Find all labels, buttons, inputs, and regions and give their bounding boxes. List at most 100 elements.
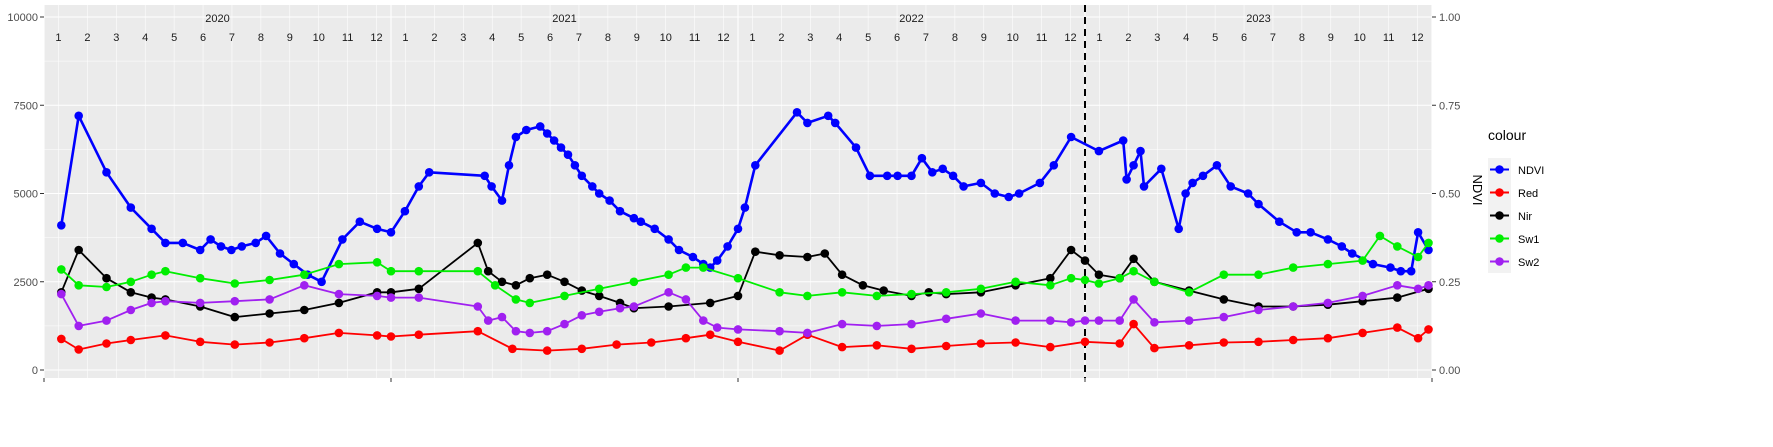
month-label: 11 [342,32,353,44]
data-point-nir [733,291,743,301]
month-label: 4 [1183,32,1189,44]
data-point-red [1358,328,1367,338]
data-point-nir [1129,254,1138,264]
data-point-sw1 [300,270,309,280]
y2-tick-label: 0.75 [1439,100,1460,112]
data-point-sw1 [1066,273,1076,283]
data-point-red [733,337,743,347]
data-point-ndvi [216,242,226,251]
data-point-ndvi [733,224,743,234]
data-point-ndvi [1122,175,1131,184]
data-point-sw2 [681,295,691,304]
data-point-ndvi [497,196,507,205]
month-label: 3 [460,32,466,44]
data-point-sw1 [629,277,639,287]
data-point-nir [126,288,136,297]
month-label: 9 [981,32,987,44]
data-point-red [872,341,882,350]
data-point-sw1 [1219,270,1229,280]
data-point-ndvi [1188,178,1197,188]
data-point-red [1393,323,1402,332]
data-point-ndvi [893,171,902,181]
data-point-sw2 [1323,298,1333,308]
month-label: 4 [836,32,842,44]
month-label: 6 [1241,32,1247,44]
data-point-red [976,339,986,348]
data-point-sw1 [1046,281,1055,290]
data-point-red [612,340,621,349]
legend-title: colour [1488,127,1526,143]
data-point-ndvi [830,118,840,128]
data-point-ndvi [206,235,215,244]
data-point-ndvi [275,249,285,258]
data-point-nir [1066,245,1076,255]
data-point-sw1 [386,266,396,276]
month-label: 12 [370,32,382,44]
data-point-ndvi [400,206,410,216]
data-point-nir [414,284,424,294]
data-point-nir [1080,256,1090,265]
data-point-sw2 [594,307,604,317]
month-label: 6 [894,32,900,44]
data-point-sw1 [126,277,136,287]
data-point-ndvi [674,245,684,255]
month-label: 1 [1096,32,1102,44]
data-point-sw2 [907,319,916,329]
month-label: 4 [489,32,495,44]
data-point-ndvi [865,171,875,181]
data-point-ndvi [588,182,597,191]
data-point-red [508,344,517,354]
data-point-red [195,337,205,347]
data-point-nir [858,281,868,290]
month-label: 11 [689,32,700,44]
data-point-ndvi [1174,224,1183,234]
data-point-nir [74,245,83,255]
data-point-red [1219,338,1229,347]
data-point-sw2 [300,281,309,290]
data-point-ndvi [1292,228,1301,237]
data-point-nir [1393,293,1402,302]
month-label: 8 [952,32,958,44]
data-point-sw2 [1424,281,1433,290]
month-label: 11 [1383,32,1394,44]
data-point-ndvi [1181,189,1190,198]
data-point-ndvi [882,171,892,181]
data-point-red [577,344,587,354]
data-point-sw1 [334,259,344,269]
data-point-ndvi [990,189,1000,198]
data-point-sw1 [1150,277,1159,287]
data-point-sw2 [1066,318,1076,327]
data-point-sw2 [872,321,882,331]
month-label: 3 [113,32,119,44]
data-point-red [414,330,424,340]
year-label: 2022 [899,13,923,25]
data-point-red [473,326,483,336]
data-point-ndvi [504,161,514,170]
data-point-red [265,338,274,347]
data-point-ndvi [688,252,698,262]
data-point-sw2 [775,326,784,336]
data-point-sw2 [386,293,396,302]
data-point-sw1 [372,258,382,267]
month-label: 3 [1154,32,1160,44]
data-point-sw1 [664,270,673,280]
data-point-nir [879,286,888,295]
data-point-sw1 [1413,252,1423,262]
data-point-nir [511,281,521,290]
data-point-ndvi [1406,266,1416,276]
data-point-sw1 [511,295,521,304]
data-point-sw1 [473,266,483,276]
data-point-red [1115,339,1124,348]
data-point-sw1 [1080,275,1090,285]
month-label: 5 [865,32,871,44]
month-label: 12 [717,32,729,44]
data-point-sw2 [1219,312,1229,322]
data-point-red [1150,343,1159,353]
data-point-nir [837,270,847,280]
data-point-sw1 [1184,288,1194,297]
month-label: 3 [807,32,813,44]
data-point-nir [1219,295,1229,304]
data-point-sw2 [265,295,274,304]
data-point-red [542,346,552,355]
data-point-nir [820,249,830,258]
